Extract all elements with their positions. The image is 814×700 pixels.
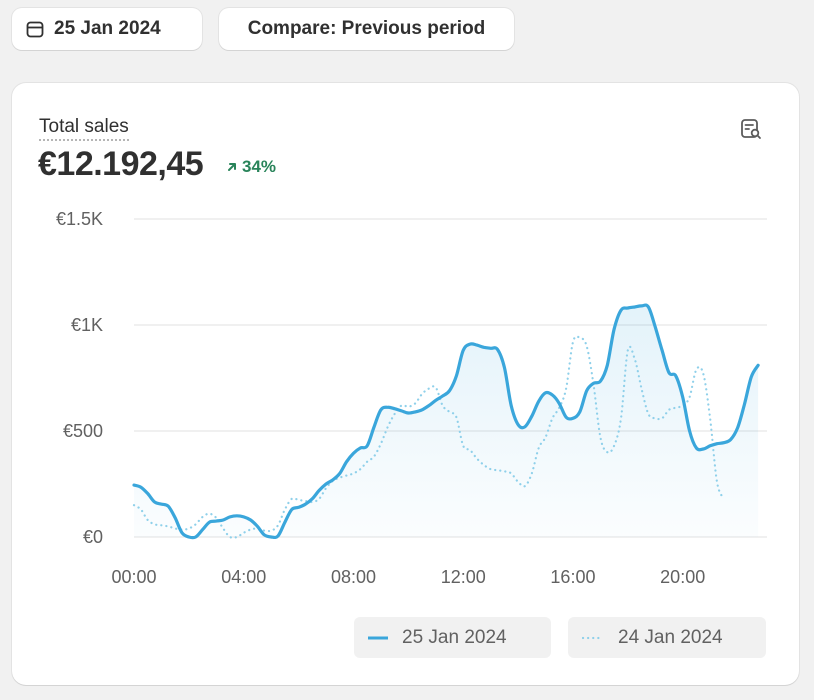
compare-period-button[interactable]: Compare: Previous period xyxy=(219,8,514,50)
y-tick-label: €500 xyxy=(63,421,103,441)
x-tick-label: 16:00 xyxy=(550,567,595,587)
series-lines xyxy=(132,303,760,540)
metric-title[interactable]: Total sales xyxy=(39,116,129,141)
legend-label-current: 25 Jan 2024 xyxy=(402,626,507,648)
metric-delta: 34% xyxy=(226,157,276,177)
series-line-current xyxy=(132,303,760,540)
metric-value: €12.192,45 xyxy=(38,145,204,183)
legend-item-comparison[interactable]: 24 Jan 2024 xyxy=(568,617,766,658)
y-tick-label: €1.5K xyxy=(56,209,103,229)
area-fill xyxy=(134,305,759,538)
solid-line-swatch-icon xyxy=(368,636,388,639)
x-tick-label: 00:00 xyxy=(111,567,156,587)
legend-label-comparison: 24 Jan 2024 xyxy=(618,626,723,648)
legend-item-current[interactable]: 25 Jan 2024 xyxy=(354,617,551,658)
explore-report-icon[interactable] xyxy=(739,117,763,141)
x-tick-label: 08:00 xyxy=(331,567,376,587)
y-axis: €1.5K €1K €500 €0 xyxy=(56,209,103,547)
y-tick-label: €1K xyxy=(71,315,103,335)
date-range-button[interactable]: 25 Jan 2024 xyxy=(12,8,202,50)
dotted-line-swatch-icon xyxy=(582,636,604,639)
series-line-comparison xyxy=(132,335,725,539)
calendar-icon xyxy=(26,21,44,38)
metric-delta-value: 34% xyxy=(242,157,277,176)
series-area-current xyxy=(134,305,759,538)
x-axis: 00:00 04:00 08:00 12:00 16:00 20:00 xyxy=(111,567,705,587)
y-tick-label: €0 xyxy=(83,527,103,547)
x-tick-label: 04:00 xyxy=(221,567,266,587)
x-tick-label: 20:00 xyxy=(660,567,705,587)
total-sales-card: Total sales €12.192,45 34% €1.5K €1K €500 €… xyxy=(12,83,799,685)
date-range-label: 25 Jan 2024 xyxy=(54,18,161,39)
sales-line-chart: €1.5K €1K €500 €0 00:00 04:00 08:00 12:00 16:00… xyxy=(56,209,767,587)
x-tick-label: 12:00 xyxy=(441,567,486,587)
arrow-up-right-icon xyxy=(228,163,236,171)
compare-period-label: Compare: Previous period xyxy=(247,18,486,39)
